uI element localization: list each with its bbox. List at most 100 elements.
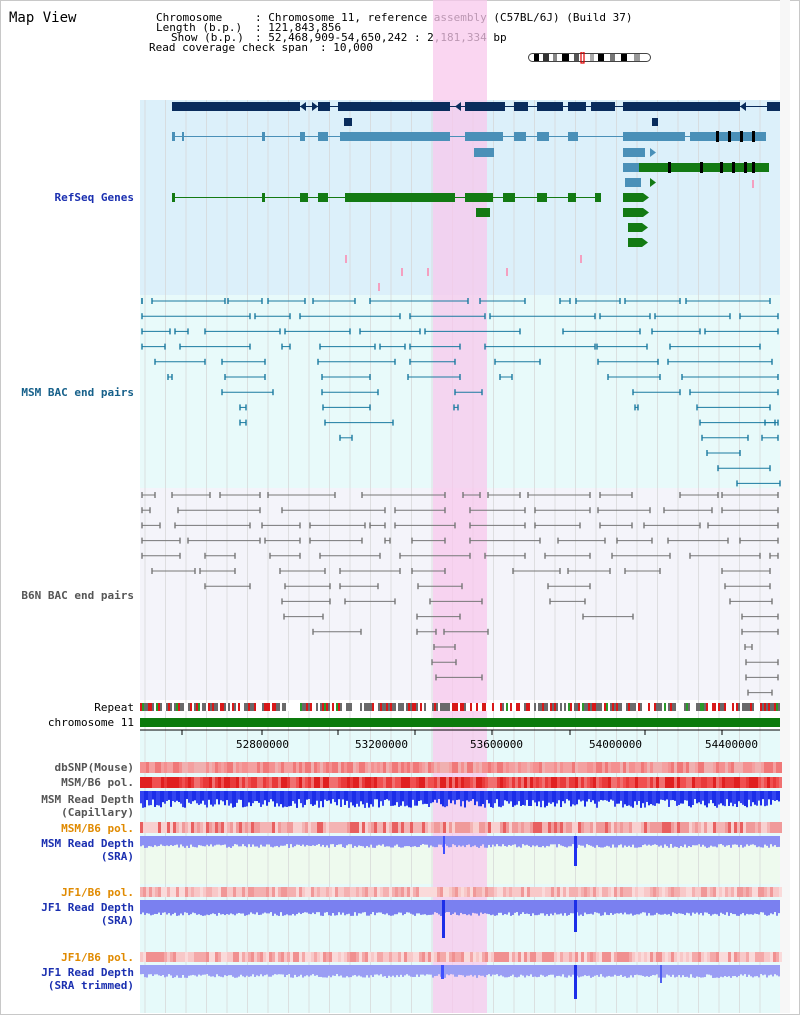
gene-mark-pink	[427, 268, 429, 276]
msm-sra-depth-bar	[276, 836, 278, 846]
jf1-trim-depth-bar	[544, 965, 546, 977]
gene-arrow	[650, 148, 656, 157]
capillary-depth-bar	[658, 791, 660, 804]
jf1-trim-depth-bar	[398, 965, 400, 977]
capillary-depth-bar	[586, 791, 588, 802]
jf1-b6-pol-2-strip	[620, 952, 623, 962]
track-label-msm-bac[interactable]: MSM BAC end pairs	[21, 386, 134, 399]
dbsnp-strip	[140, 762, 143, 773]
track-label-jf1-depth-sra-1[interactable]: JF1 Read Depth	[41, 901, 134, 914]
msm-sra-depth-bar	[502, 836, 504, 845]
track-label-msm-b6-pol[interactable]: MSM/B6 pol.	[61, 776, 134, 789]
jf1-sra-depth-bar	[170, 900, 172, 916]
msm-sra-depth-bar	[756, 836, 758, 848]
jf1-trim-depth-bar	[288, 965, 290, 975]
repeat-element	[524, 703, 526, 711]
gene-dark-small	[652, 118, 658, 126]
jf1-b6-pol-strip	[650, 887, 653, 897]
jf1-b6-pol-2-strip	[278, 952, 281, 962]
jf1-trim-depth-bar	[616, 965, 618, 976]
gene-tick	[752, 162, 755, 173]
msm-b6-pol-strip	[719, 777, 722, 788]
msm-b6-pol-strip	[494, 777, 497, 788]
repeat-element	[516, 703, 518, 711]
jf1-sra-depth-bar	[310, 900, 312, 915]
msm-sra-depth-bar	[726, 836, 728, 846]
jf1-b6-pol-strip	[185, 887, 188, 897]
msm-b6-pol-orange-strip	[329, 822, 332, 833]
track-label-jf1-b6-pol-1[interactable]: JF1/B6 pol.	[61, 886, 134, 899]
track-label-msm-depth-sra-1[interactable]: MSM Read Depth	[41, 837, 134, 850]
chromosome-ideogram[interactable]	[528, 52, 654, 64]
dbsnp-strip	[713, 762, 716, 773]
msm-sra-depth-bar	[526, 836, 528, 845]
track-label-msm-b6-pol-orange[interactable]: MSM/B6 pol.	[61, 822, 134, 835]
jf1-sra-depth-bar	[610, 900, 612, 914]
track-label-jf1-b6-pol-2[interactable]: JF1/B6 pol.	[61, 951, 134, 964]
dbsnp-strip	[755, 762, 758, 773]
msm-b6-pol-orange-strip	[374, 822, 377, 833]
repeat-element	[262, 703, 264, 711]
jf1-sra-depth-bar	[732, 900, 734, 915]
msm-b6-pol-orange-strip	[335, 822, 338, 833]
repeat-element	[308, 703, 310, 711]
capillary-depth-bar	[760, 791, 762, 806]
repeat-element	[686, 703, 688, 711]
capillary-depth-bar	[324, 791, 326, 800]
msm-b6-pol-orange-strip	[284, 822, 287, 833]
jf1-sra-depth-bar	[266, 900, 268, 914]
repeat-element	[406, 703, 408, 711]
msm-b6-pol-orange-strip	[218, 822, 221, 833]
track-label-refseq[interactable]: RefSeq Genes	[54, 191, 134, 204]
jf1-b6-pol-2-strip	[206, 952, 209, 962]
jf1-b6-pol-2-strip	[434, 952, 437, 962]
msm-b6-pol-strip	[701, 777, 704, 788]
repeat-element	[700, 703, 702, 711]
jf1-sra-depth-bar	[586, 900, 588, 915]
capillary-depth-bar	[366, 791, 368, 803]
jf1-trim-depth-bar	[562, 965, 564, 975]
capillary-depth-bar	[672, 791, 674, 800]
capillary-depth-bar	[606, 791, 608, 801]
capillary-depth-bar	[406, 791, 408, 806]
jf1-trim-depth-bar	[180, 965, 182, 978]
jf1-b6-pol-strip	[335, 887, 338, 897]
msm-sra-depth-bar	[772, 836, 774, 847]
jf1-b6-pol-2-strip	[557, 952, 560, 962]
jf1-b6-pol-strip	[203, 887, 206, 897]
dbsnp-strip	[362, 762, 365, 773]
jf1-b6-pol-strip	[695, 887, 698, 897]
dbsnp-strip	[215, 762, 218, 773]
jf1-trim-depth-bar	[510, 965, 512, 976]
repeat-element	[500, 703, 502, 711]
jf1-trim-depth-bar	[522, 965, 524, 976]
capillary-depth-bar	[184, 791, 186, 808]
capillary-depth-bar	[470, 791, 472, 801]
jf1-b6-pol-strip	[503, 887, 506, 897]
dbsnp-strip	[680, 762, 683, 773]
repeat-element	[342, 703, 344, 711]
jf1-sra-depth-bar	[376, 900, 378, 913]
jf1-trim-depth-bar	[348, 965, 350, 978]
gene-arrow	[300, 102, 306, 111]
track-label-dbsnp[interactable]: dbSNP(Mouse)	[54, 761, 134, 774]
capillary-depth-bar	[340, 791, 342, 807]
gene-green-small	[628, 223, 642, 232]
msm-b6-pol-strip	[356, 777, 359, 788]
jf1-trim-depth-bar	[742, 965, 744, 976]
jf1-trim-depth-bar	[202, 965, 204, 975]
track-label-jf1-depth-trim-1[interactable]: JF1 Read Depth	[41, 966, 134, 979]
jf1-b6-pol-strip	[254, 887, 257, 897]
track-label-msm-depth-cap-1[interactable]: MSM Read Depth	[41, 793, 134, 806]
track-label-b6n-bac[interactable]: B6N BAC end pairs	[21, 589, 134, 602]
msm-sra-depth-bar	[194, 836, 196, 848]
jf1-b6-pol-strip	[779, 887, 782, 897]
msm-sra-depth-bar	[212, 836, 214, 847]
jf1-b6-pol-2-strip	[410, 952, 413, 962]
jf1-b6-pol-strip	[167, 887, 170, 897]
jf1-sra-depth-bar	[752, 900, 754, 915]
msm-b6-pol-orange-strip	[143, 822, 146, 833]
capillary-depth-bar	[228, 791, 230, 806]
dbsnp-strip	[221, 762, 224, 773]
